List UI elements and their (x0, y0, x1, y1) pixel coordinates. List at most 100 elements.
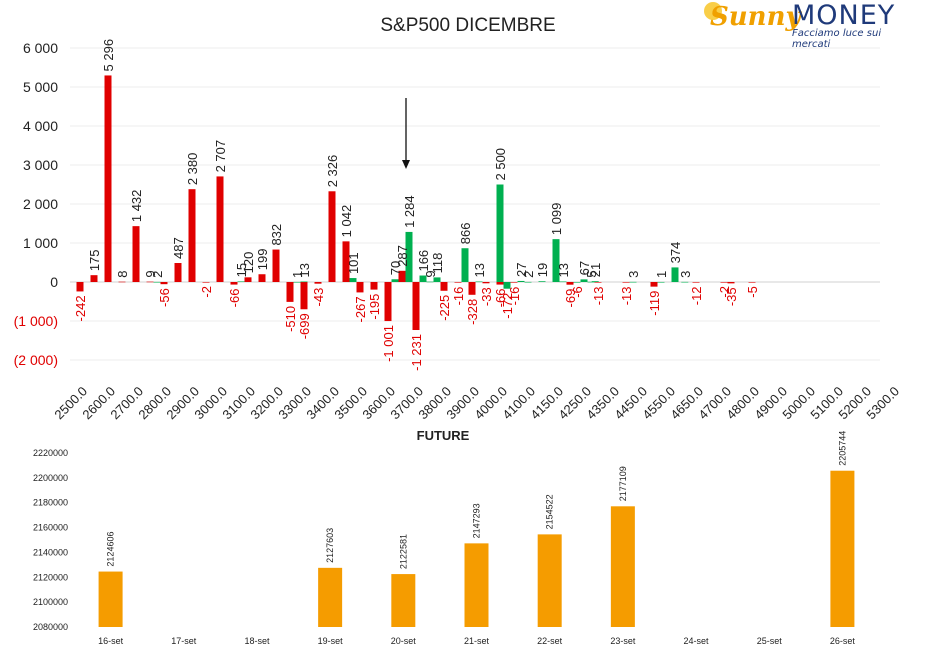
bar-data-label: -16 (451, 287, 466, 306)
bar-data-label: -242 (73, 295, 88, 321)
bottom-x-tick-label: 23-set (610, 636, 636, 646)
bottom-chart-data-labels: 2124606 2127603 2122581 2147293 2154522 21771… (106, 431, 848, 569)
call-bar (153, 281, 161, 283)
call-bar (503, 282, 511, 289)
bottom-x-tick-label: 24-set (684, 636, 710, 646)
bottom-chart-y-axis: 2220000 2200000 2180000 2160000 2140000 21200… (33, 448, 68, 632)
future-bar-label: 2124606 (106, 532, 116, 567)
sunny-money-logo: Sunny MONEY Facciamo luce sui mercati (700, 0, 920, 50)
bar-data-label: 13 (472, 263, 487, 277)
bottom-y-tick-label: 2180000 (33, 498, 68, 508)
future-bar-label: 2122581 (398, 534, 408, 569)
bar-data-label: 199 (255, 249, 270, 271)
bottom-x-tick-label: 26-set (830, 636, 856, 646)
bar-data-label: 2 (521, 271, 536, 278)
call-bar (524, 281, 532, 283)
put-bar (90, 275, 98, 282)
future-bar (391, 574, 416, 627)
bar-data-label: -66 (493, 289, 508, 308)
bar-data-label: 13 (297, 263, 312, 277)
bar-data-label: -119 (647, 291, 662, 316)
bar-data-label: -66 (227, 289, 242, 308)
arrow-head (402, 160, 410, 169)
call-bar (580, 279, 588, 282)
call-bar (657, 281, 665, 283)
bar-data-label: -6 (570, 286, 585, 298)
bottom-y-tick-label: 2140000 (33, 547, 68, 557)
put-bar (482, 282, 490, 284)
bar-data-label: 70 (388, 261, 403, 275)
call-bar (433, 277, 441, 282)
put-bar (328, 191, 336, 282)
bottom-y-tick-label: 2120000 (33, 572, 68, 582)
price-arrow-annotation (402, 98, 410, 169)
put-bar (230, 282, 238, 285)
bottom-x-tick-label: 20-set (391, 636, 417, 646)
top-y-tick-label: (2 000) (14, 352, 58, 368)
logo-tagline: Facciamo luce sui mercati (792, 28, 882, 50)
bottom-x-tick-label: 19-set (318, 636, 344, 646)
call-bar (591, 281, 599, 282)
bar-data-label: 118 (430, 253, 445, 274)
top-chart-x-axis: 2500.02600.02700.02800.02900.03000.03100… (51, 384, 902, 423)
future-bar-label: 2205744 (837, 431, 847, 466)
bar-data-label: -56 (157, 288, 172, 307)
bar-data-label: -172 (500, 293, 515, 319)
put-bar (174, 263, 182, 282)
put-bar (496, 282, 504, 285)
put-bar (468, 282, 476, 295)
put-bar (314, 282, 322, 284)
sun-icon (704, 2, 722, 20)
top-y-tick-label: 3 000 (23, 157, 58, 173)
bar-data-label: 5 296 (101, 39, 116, 72)
put-bar (118, 281, 126, 283)
top-y-tick-label: 2 000 (23, 196, 58, 212)
call-bar (496, 184, 504, 282)
top-y-tick-label: (1 000) (14, 313, 58, 329)
bar-data-label: 67 (577, 261, 592, 275)
bar-data-label: 1 (290, 271, 305, 278)
future-bar-label: 2147293 (472, 503, 482, 538)
bar-data-label: -225 (437, 295, 452, 321)
put-bar (622, 282, 630, 283)
put-bar (202, 282, 210, 283)
bar-data-label: 2 380 (185, 153, 200, 186)
bottom-x-tick-label: 17-set (171, 636, 197, 646)
bar-data-label: 2 500 (493, 148, 508, 181)
bottom-x-tick-label: 22-set (537, 636, 563, 646)
bar-data-label: -43 (311, 288, 326, 307)
bar-data-label: -267 (353, 296, 368, 322)
put-bar (566, 282, 574, 285)
call-bar (300, 281, 308, 283)
bar-data-label: -69 (563, 289, 578, 308)
call-bar (552, 239, 560, 282)
bar-data-label: 2 707 (213, 140, 228, 173)
put-bar (356, 282, 364, 293)
top-y-tick-label: 5 000 (23, 79, 58, 95)
top-y-tick-label: 6 000 (23, 40, 58, 56)
put-bar (258, 274, 266, 282)
call-bar (419, 275, 427, 282)
future-bar-label: 2127603 (325, 528, 335, 563)
bottom-x-tick-label: 16-set (98, 636, 124, 646)
bar-data-label: 866 (458, 223, 473, 245)
bar-data-label: 1 099 (549, 203, 564, 236)
future-bar (610, 506, 635, 627)
bar-data-label: -195 (367, 294, 382, 320)
put-bar (384, 282, 392, 322)
bar-data-label: 1 042 (339, 205, 354, 238)
future-bar (98, 571, 123, 627)
top-y-tick-label: 0 (50, 274, 58, 290)
top-chart-bars (76, 75, 756, 331)
put-bar (720, 282, 728, 283)
put-bar (398, 270, 406, 282)
future-bar (318, 567, 343, 627)
put-bar (104, 75, 112, 283)
bar-data-label: 101 (346, 252, 361, 274)
bar-data-label: -5 (745, 286, 760, 298)
call-bar (461, 248, 469, 282)
bar-data-label: 9 (143, 270, 158, 277)
call-bar (681, 281, 689, 283)
bar-data-label: 3 (678, 271, 693, 278)
put-bar (454, 282, 462, 283)
